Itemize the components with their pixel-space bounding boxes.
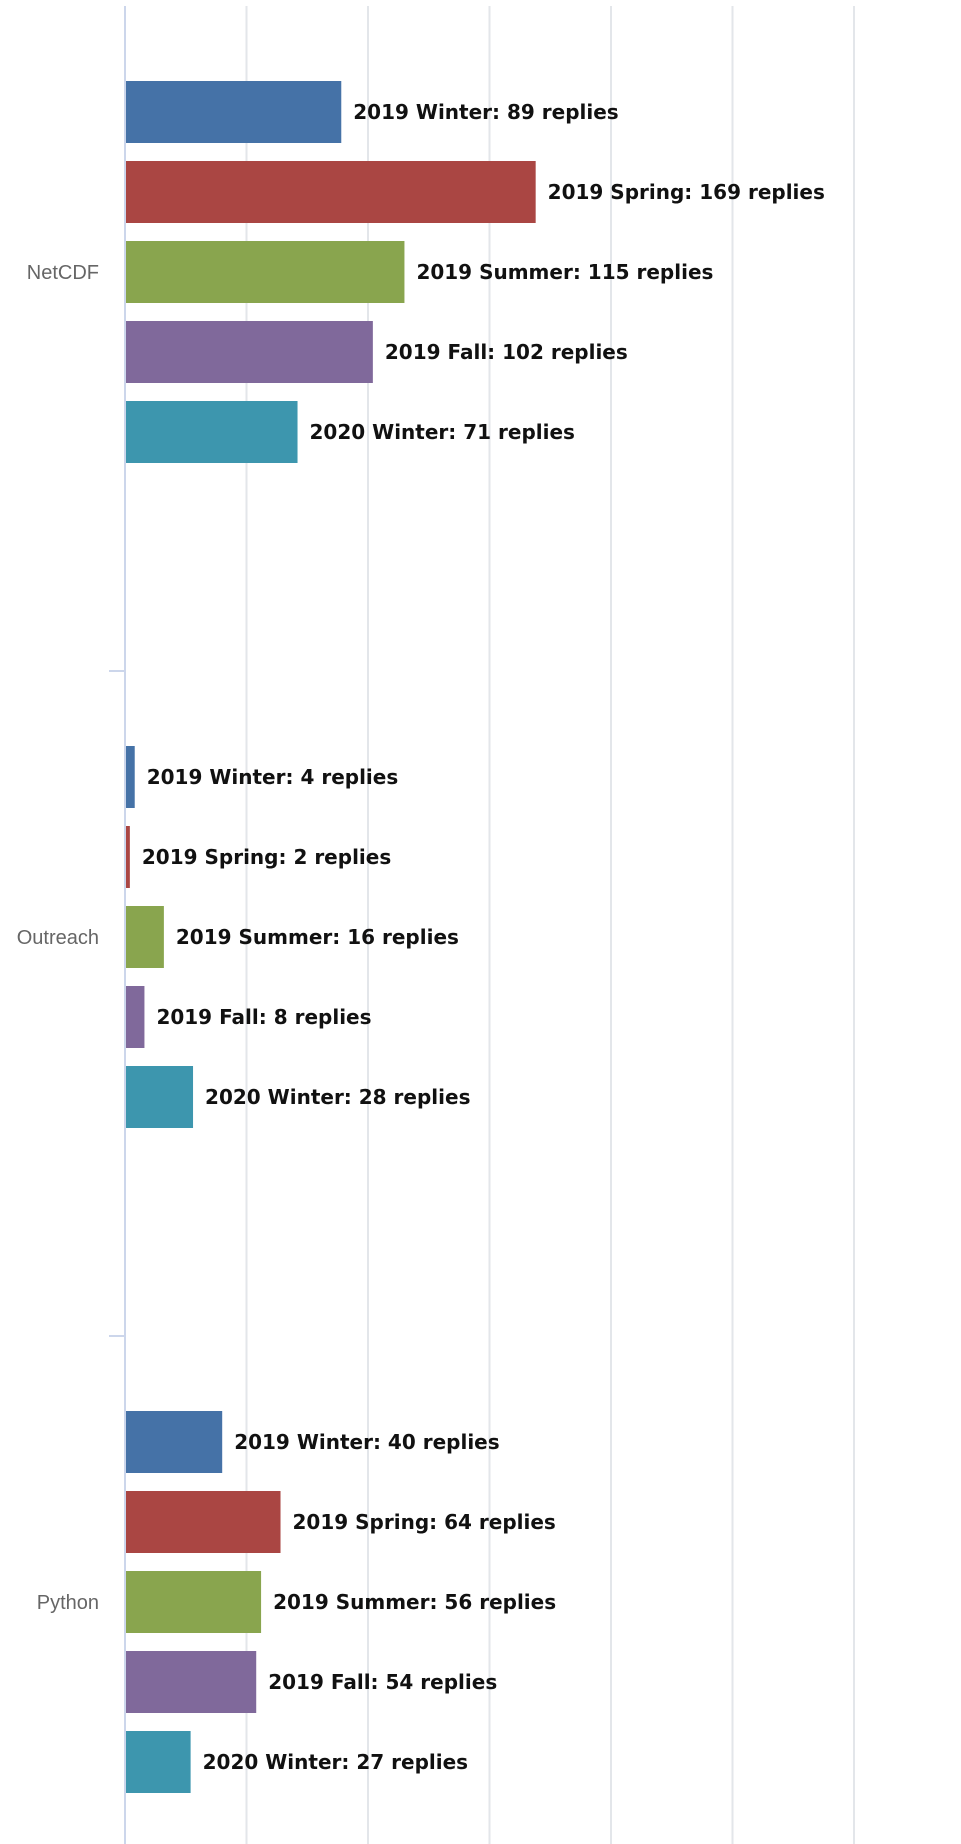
bar[interactable]: [125, 321, 373, 383]
data-label: 2019 Fall: 54 replies: [268, 1670, 497, 1694]
bar[interactable]: [125, 826, 130, 888]
data-label: 2020 Winter: 28 replies: [205, 1085, 470, 1109]
category-label: Python: [37, 1592, 99, 1614]
data-label: 2019 Winter: 89 replies: [353, 100, 618, 124]
category-label: Outreach: [17, 927, 99, 949]
bar[interactable]: [125, 1731, 191, 1793]
bar[interactable]: [125, 401, 298, 463]
bar[interactable]: [125, 1491, 281, 1553]
data-label: 2019 Winter: 40 replies: [234, 1430, 499, 1454]
category-label: NetCDF: [27, 262, 99, 284]
data-labels: 2019 Winter: 89 replies 2019 Spring: 169 …: [142, 100, 825, 1774]
data-label: 2019 Summer: 115 replies: [416, 260, 713, 284]
bar[interactable]: [125, 161, 536, 223]
bar[interactable]: [125, 1651, 257, 1713]
bar[interactable]: [125, 1571, 262, 1633]
data-label: 2019 Spring: 169 replies: [548, 180, 825, 204]
bar[interactable]: [125, 906, 164, 968]
data-label: 2020 Winter: 71 replies: [310, 420, 575, 444]
bar[interactable]: [125, 241, 405, 303]
bar[interactable]: [125, 1411, 223, 1473]
category-ticks: [109, 670, 125, 1337]
data-label: 2019 Winter: 4 replies: [147, 765, 399, 789]
bar[interactable]: [125, 746, 135, 808]
data-label: 2019 Summer: 16 replies: [176, 925, 459, 949]
data-label: 2019 Spring: 2 replies: [142, 845, 391, 869]
category-labels: NetCDF Outreach Python: [17, 262, 99, 1614]
data-label: 2019 Summer: 56 replies: [273, 1590, 556, 1614]
data-label: 2019 Fall: 102 replies: [385, 340, 628, 364]
bars: [125, 81, 536, 1793]
data-label: 2020 Winter: 27 replies: [203, 1750, 468, 1774]
bar[interactable]: [125, 81, 342, 143]
bar[interactable]: [125, 1066, 194, 1128]
data-label: 2019 Fall: 8 replies: [156, 1005, 371, 1029]
bar[interactable]: [125, 986, 145, 1048]
data-label: 2019 Spring: 64 replies: [293, 1510, 556, 1534]
